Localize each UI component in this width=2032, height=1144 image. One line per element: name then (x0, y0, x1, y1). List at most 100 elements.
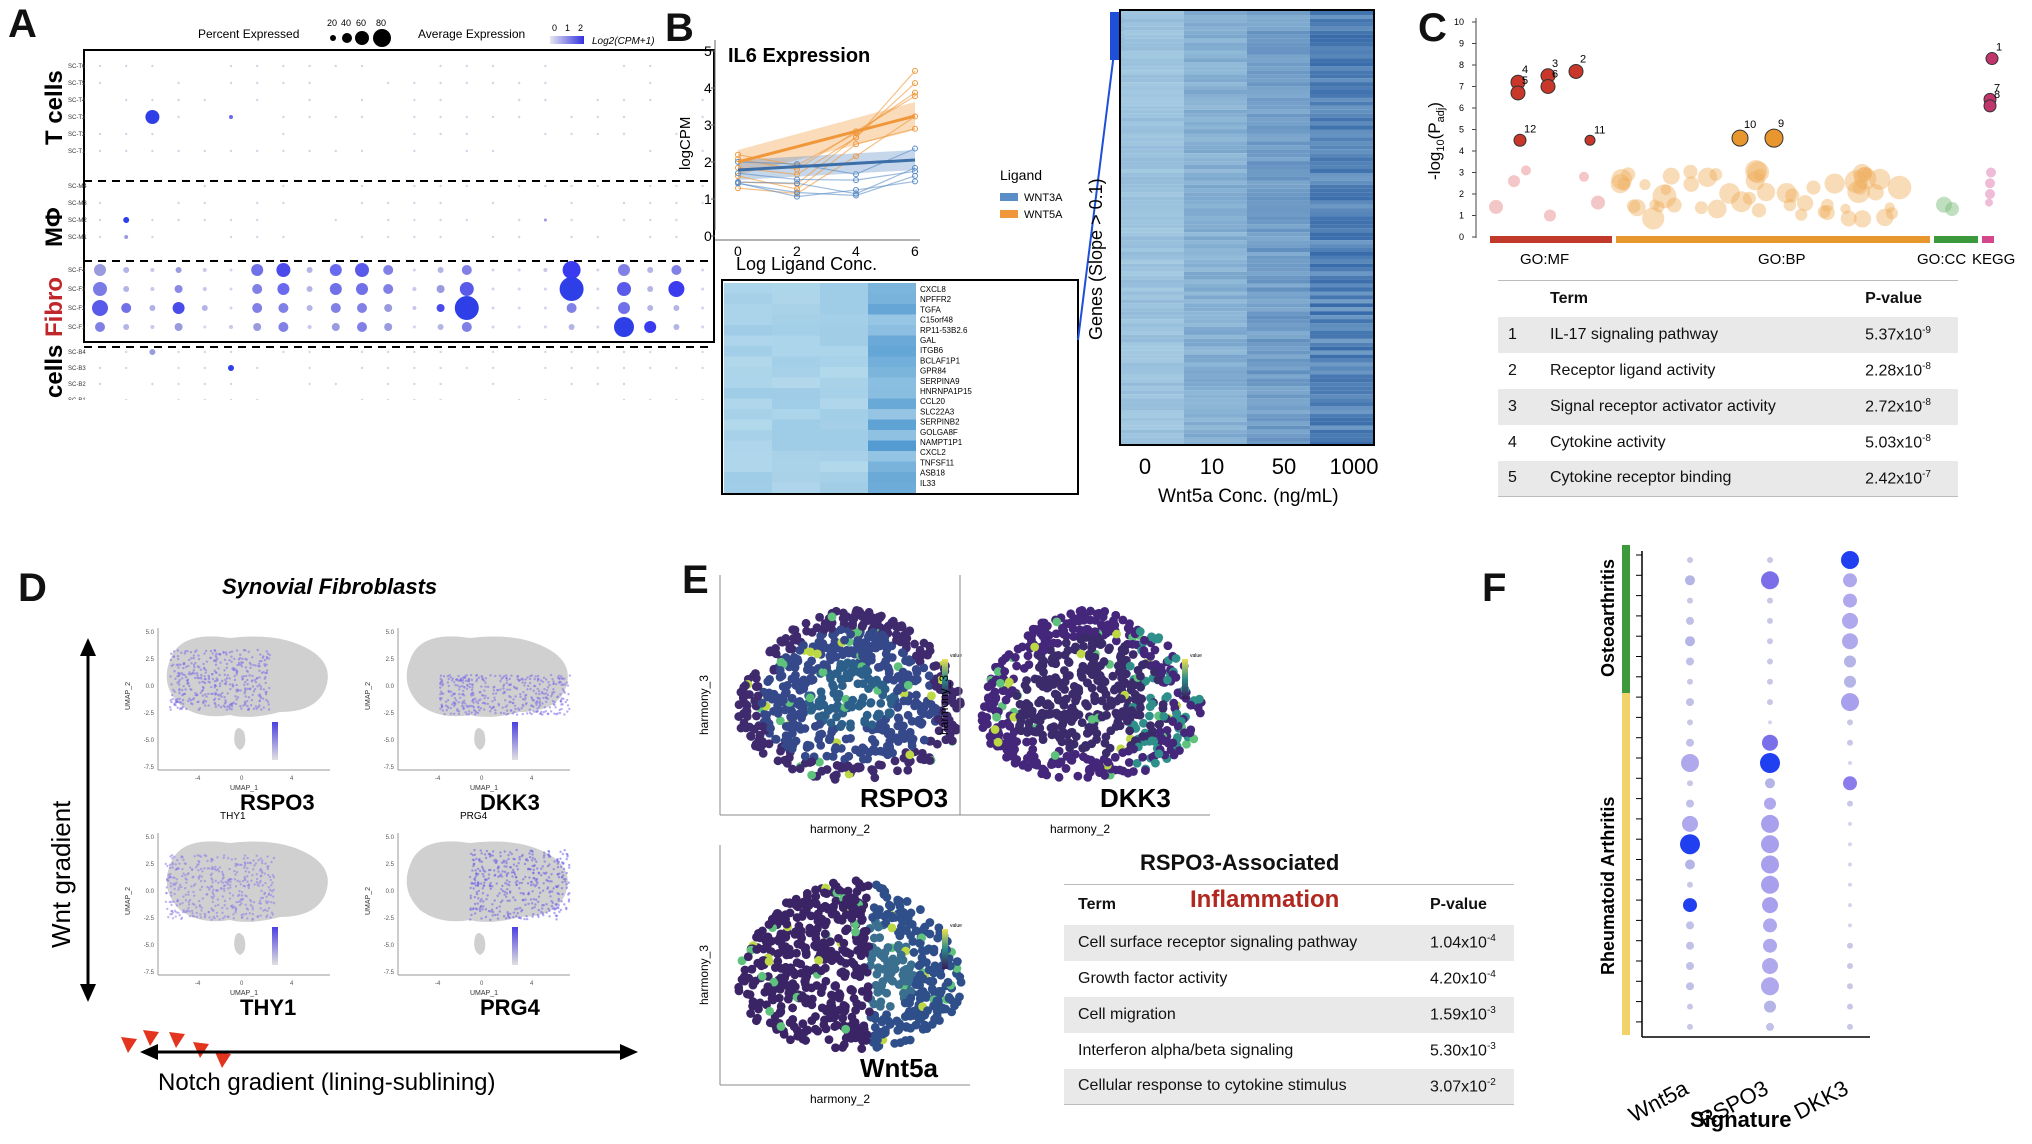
small-heatmap-cell (724, 314, 772, 325)
umap-cell (226, 692, 229, 695)
big-heatmap-cell (1121, 267, 1185, 272)
expression-dot (465, 132, 468, 136)
big-heatmap-cell (1121, 90, 1185, 94)
umap-cell (485, 849, 489, 853)
umap-cell (524, 678, 528, 681)
hex-cell (1125, 661, 1135, 671)
big-heatmap-cell (1184, 228, 1248, 233)
hex-cell (1146, 651, 1155, 661)
hex-cell (925, 918, 935, 927)
umap-cell (496, 913, 499, 916)
big-heatmap-cell (1247, 216, 1311, 221)
umap-cell (251, 912, 255, 916)
big-heatmap-cell (1121, 406, 1185, 410)
expression-dot (543, 325, 547, 329)
big-heatmap-cell (1247, 251, 1311, 256)
hex-cell (836, 659, 846, 669)
umap-cell (221, 691, 224, 695)
red-arrowhead (143, 1030, 159, 1046)
big-heatmap-cell (1310, 319, 1374, 324)
hex-cell (758, 722, 768, 731)
big-heatmap-cell (1247, 78, 1311, 83)
big-heatmap-cell (1247, 82, 1311, 87)
umap-cell (562, 867, 566, 871)
hex-cell (768, 995, 778, 1005)
big-heatmap-cell (1310, 366, 1374, 371)
hex-cell (1146, 721, 1155, 731)
hex-cell (787, 744, 797, 754)
row-label: SC-M4 (68, 184, 87, 190)
expression-dot (413, 366, 416, 370)
umap-cell (258, 693, 261, 696)
gobp-point (1885, 207, 1898, 220)
umap-cell (165, 878, 169, 881)
panel-e-hexbin: harmony_2harmony_3valueRSPO3harmony_2har… (697, 575, 1210, 1106)
hex-cell (1044, 710, 1053, 719)
umap-cell (536, 900, 540, 904)
expression-dot (491, 81, 495, 85)
umap-cell (235, 688, 238, 691)
expression-dot (202, 287, 207, 291)
hex-cell (910, 639, 919, 649)
expression-dot (151, 64, 154, 68)
hex-cell (941, 735, 951, 745)
hex-cell (866, 698, 876, 707)
hex-cell (919, 735, 929, 745)
umap-cell (164, 900, 168, 903)
hex-cell (867, 765, 877, 774)
umap-cell (213, 684, 217, 687)
umap-cell (226, 915, 230, 918)
expression-dot (174, 285, 183, 293)
umap-cell (237, 658, 241, 661)
expression-dot (308, 350, 311, 354)
expression-dot (436, 304, 445, 312)
big-heatmap-cell (1184, 346, 1248, 351)
big-heatmap-cell (1121, 184, 1185, 189)
umap-cell (232, 917, 235, 920)
umap-cell (265, 915, 268, 919)
umap-cell (522, 690, 525, 694)
hex-cell (888, 616, 898, 626)
big-heatmap-cell (1310, 62, 1374, 67)
umap-cell (234, 857, 237, 861)
hex-cell (886, 694, 895, 704)
big-heatmap-cell (1247, 70, 1311, 75)
hex-cell (775, 666, 785, 675)
hex-cell (807, 770, 817, 780)
hex-cell (843, 895, 853, 904)
big-heatmap-cell (1310, 295, 1374, 300)
umap-cell (478, 709, 481, 712)
percent-legend-value: 80 (376, 18, 386, 28)
umap-cell (552, 680, 555, 683)
hex-cell (1017, 642, 1027, 652)
big-heatmap-cell (1184, 248, 1248, 252)
umap-cell (233, 675, 236, 678)
expression-dot (596, 325, 600, 329)
umap-cell (223, 899, 227, 903)
umap-cell (261, 861, 264, 865)
umap-cell (199, 668, 203, 671)
big-heatmap-cell (1310, 165, 1374, 170)
umap-cell (497, 702, 500, 706)
big-heatmap-cell (1184, 66, 1248, 71)
gobp-point (1683, 176, 1699, 192)
umap-cell (239, 689, 242, 692)
umap-cell (542, 696, 545, 700)
umap-cell (190, 909, 194, 913)
hex-cell (832, 712, 841, 722)
umap-xtick: -4 (435, 981, 441, 987)
umap-cell (512, 911, 516, 914)
expression-dot (517, 287, 521, 291)
umap-ytick: -5.0 (144, 943, 155, 949)
umap-cell (568, 866, 571, 869)
umap-cell (225, 662, 229, 666)
c-ytick: 5 (1459, 125, 1464, 135)
expression-dot (329, 283, 342, 295)
hex-cell (840, 754, 850, 764)
umap-cell (258, 669, 261, 672)
hex-cell (1115, 765, 1125, 775)
row-label: SC-B3 (68, 366, 86, 372)
expression-dot (596, 184, 599, 188)
umap-cell (517, 862, 520, 865)
expression-dot (387, 366, 390, 370)
